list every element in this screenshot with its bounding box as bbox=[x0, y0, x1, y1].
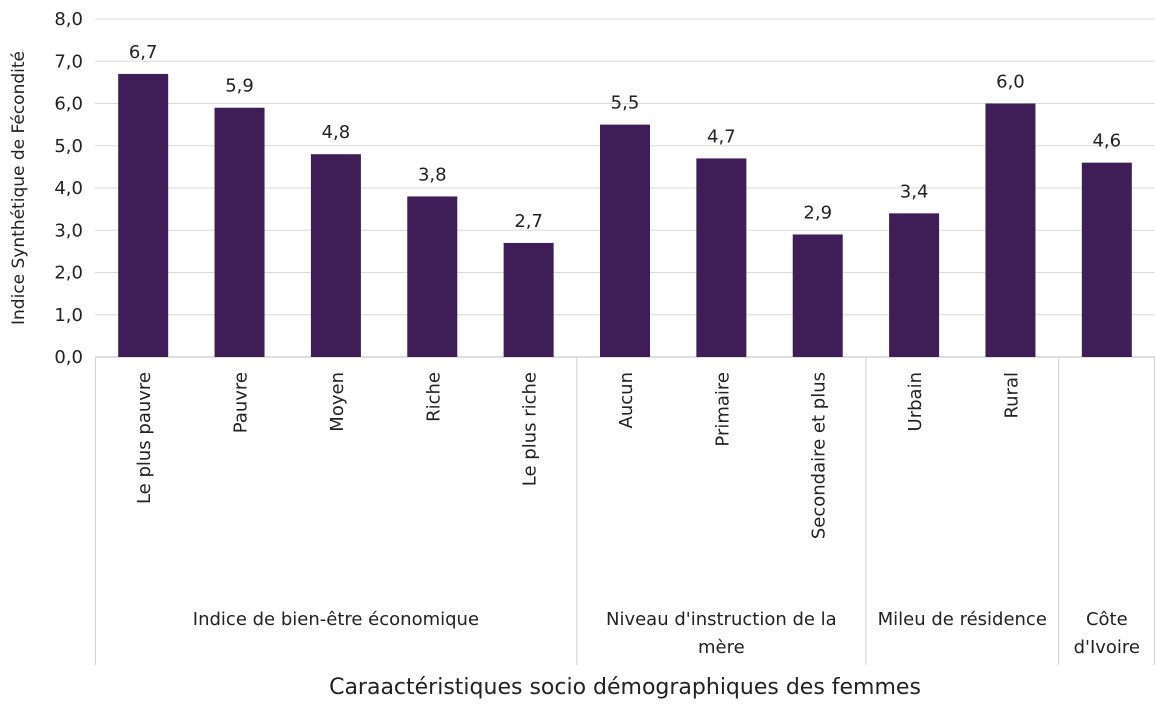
bar bbox=[1081, 162, 1132, 357]
y-tick-label: 3,0 bbox=[54, 220, 83, 241]
group-label: Mileu de résidence bbox=[877, 609, 1047, 630]
y-axis-title: Indice Synthétique de Fécondité bbox=[9, 51, 29, 325]
x-axis-title: Caraactéristiques socio démographiques d… bbox=[329, 675, 921, 700]
x-tick-label: Primaire bbox=[712, 372, 733, 447]
bar bbox=[407, 196, 458, 357]
y-tick-label: 4,0 bbox=[54, 178, 83, 199]
data-label: 6,0 bbox=[996, 72, 1025, 93]
x-tick-label: Le plus pauvre bbox=[134, 372, 155, 504]
data-label: 5,5 bbox=[611, 93, 640, 114]
data-label: 5,9 bbox=[225, 76, 254, 97]
y-tick-label: 7,0 bbox=[54, 51, 83, 72]
group-label: Niveau d'instruction de la mère bbox=[605, 609, 837, 658]
x-tick-label: Le plus riche bbox=[520, 372, 541, 486]
x-tick-label: Secondaire et plus bbox=[809, 372, 830, 539]
x-tick-label: Pauvre bbox=[231, 372, 252, 433]
bar bbox=[985, 103, 1036, 357]
data-label: 4,6 bbox=[1092, 131, 1121, 152]
x-tick-label: Urbain bbox=[905, 372, 926, 431]
bar bbox=[792, 234, 843, 357]
x-tick-label: Aucun bbox=[616, 372, 637, 428]
data-label: 4,8 bbox=[322, 122, 351, 143]
y-tick-label: 0,0 bbox=[54, 347, 83, 368]
data-label: 6,7 bbox=[129, 42, 158, 63]
x-tick-label: Riche bbox=[423, 372, 444, 422]
data-label: 4,7 bbox=[707, 126, 736, 147]
y-tick-label: 5,0 bbox=[54, 136, 83, 157]
data-label: 3,8 bbox=[418, 164, 447, 185]
x-tick-label: Rural bbox=[1001, 372, 1022, 419]
data-label: 2,9 bbox=[803, 202, 832, 223]
group-label: Côte d'Ivoire bbox=[1073, 609, 1141, 658]
y-tick-label: 2,0 bbox=[54, 263, 83, 284]
bar bbox=[118, 73, 169, 358]
x-tick-label: Moyen bbox=[327, 372, 348, 432]
group-label: Indice de bien-être économique bbox=[192, 609, 480, 630]
bar bbox=[600, 124, 650, 357]
bar bbox=[503, 242, 554, 357]
bar bbox=[310, 154, 361, 357]
y-tick-label: 6,0 bbox=[54, 94, 83, 115]
y-tick-label: 8,0 bbox=[54, 9, 83, 30]
data-label: 3,4 bbox=[900, 181, 929, 202]
bar bbox=[214, 107, 265, 357]
y-tick-label: 1,0 bbox=[54, 305, 83, 326]
data-label: 2,7 bbox=[514, 211, 543, 232]
bar bbox=[696, 158, 747, 357]
bar bbox=[889, 213, 940, 357]
